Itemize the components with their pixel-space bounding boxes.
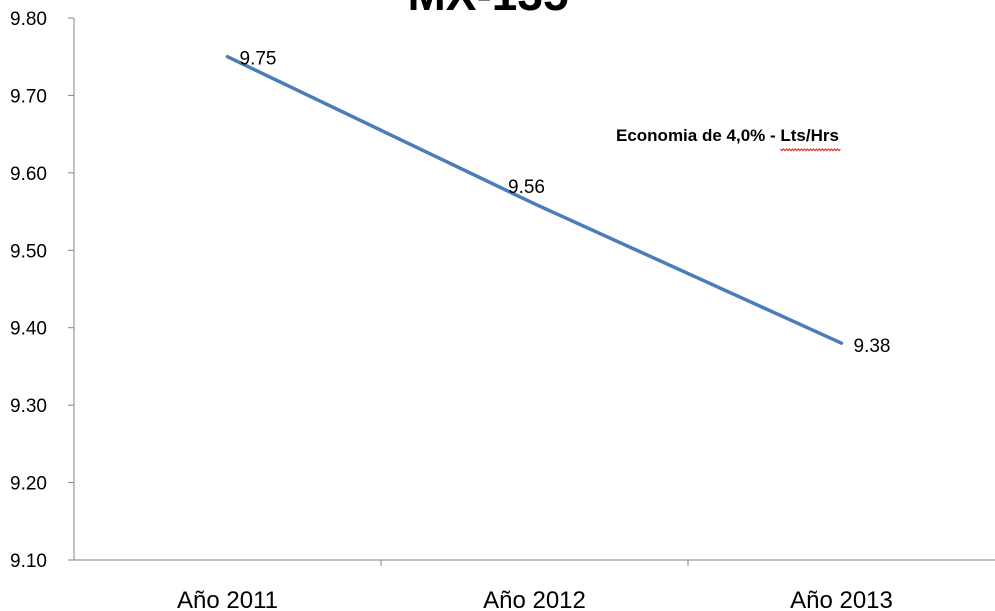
- data-label: 9.75: [240, 49, 277, 70]
- y-tick-label: 9.20: [10, 474, 47, 495]
- axes: [74, 18, 995, 560]
- chart-title: MX-135: [407, 0, 568, 20]
- series-line: [228, 57, 842, 343]
- data-label: 9.56: [508, 177, 545, 198]
- y-tick-label: 9.60: [10, 164, 47, 185]
- x-axis-ticks: Año 2011 Año 2012 Año 2013: [177, 560, 893, 611]
- annotation-prefix: Economia de 4,0% -: [616, 126, 780, 145]
- annotation-layer: Economia de 4,0% - Lts/Hrs: [616, 126, 840, 151]
- y-tick-label: 9.40: [10, 319, 47, 340]
- y-tick-label: 9.80: [10, 9, 47, 30]
- y-tick-label: 9.70: [10, 86, 47, 107]
- spellcheck-underline: [780, 149, 840, 151]
- annotation-text: Economia de 4,0% - Lts/Hrs: [616, 126, 839, 145]
- y-axis-ticks: 9.10 9.20 9.30 9.40 9.50 9.60 9.70 9.80: [10, 9, 74, 572]
- y-tick-label: 9.50: [10, 241, 47, 262]
- y-tick-label: 9.30: [10, 396, 47, 417]
- x-tick-label: Año 2012: [483, 587, 586, 611]
- data-label: 9.38: [854, 336, 891, 357]
- y-tick-label: 9.10: [10, 551, 47, 572]
- data-labels: 9.75 9.56 9.38: [240, 49, 891, 357]
- x-tick-label: Año 2011: [177, 587, 278, 611]
- series-layer: [228, 57, 842, 343]
- annotation-unit: Lts/Hrs: [780, 126, 839, 145]
- x-tick-label: Año 2013: [790, 587, 893, 611]
